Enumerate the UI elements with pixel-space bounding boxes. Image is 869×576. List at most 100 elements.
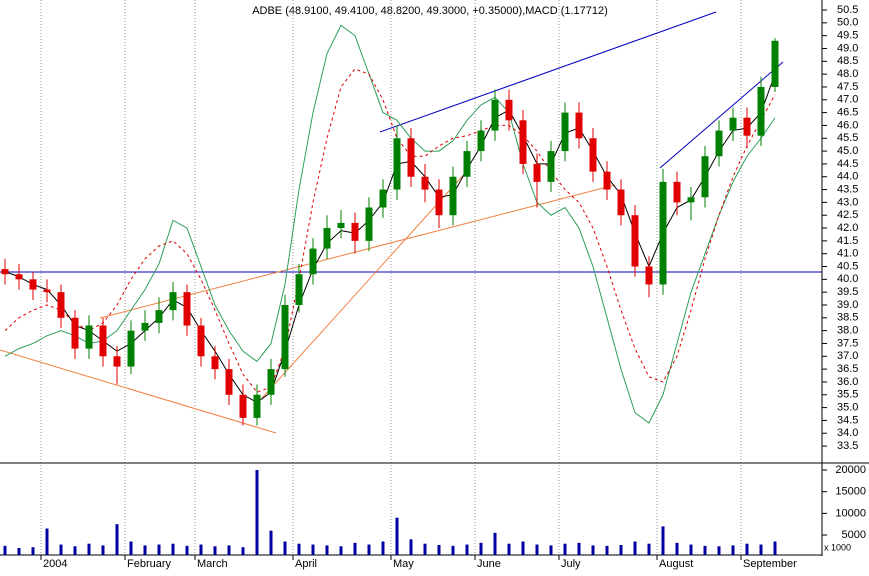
candle-body bbox=[113, 356, 121, 367]
trend-line bbox=[261, 169, 469, 399]
volume-tick-label: 10000 bbox=[835, 507, 866, 519]
volume-bar bbox=[241, 547, 245, 555]
candle-body bbox=[197, 325, 205, 357]
chart-title: ADBE (48.9100, 49.4100, 48.8200, 49.3000… bbox=[252, 5, 608, 17]
candle-body bbox=[533, 163, 541, 182]
volume-bar bbox=[45, 528, 49, 555]
candle-body bbox=[743, 117, 751, 136]
volume-bar bbox=[381, 541, 385, 555]
volume-bar bbox=[437, 544, 441, 555]
y-tick-label: 41.5 bbox=[837, 235, 858, 247]
volume-bar bbox=[87, 543, 91, 555]
x-tick-label: February bbox=[127, 558, 172, 570]
y-tick-label: 45.5 bbox=[837, 132, 858, 144]
candle-body bbox=[561, 112, 569, 152]
volume-bar bbox=[465, 544, 469, 555]
volume-bar bbox=[17, 548, 21, 555]
y-tick-label: 39.0 bbox=[837, 299, 858, 311]
volume-bar bbox=[73, 546, 77, 555]
candle-body bbox=[365, 207, 373, 241]
volume-tick-label: 5000 bbox=[842, 529, 866, 541]
volume-bar bbox=[297, 543, 301, 555]
candle-body bbox=[29, 279, 37, 290]
candle-body bbox=[659, 181, 667, 285]
x-tick-label: 2004 bbox=[43, 558, 67, 570]
volume-bar bbox=[549, 545, 553, 555]
y-tick-label: 47.0 bbox=[837, 94, 858, 106]
y-tick-label: 36.5 bbox=[837, 363, 858, 375]
volume-bar bbox=[339, 546, 343, 555]
y-tick-label: 35.5 bbox=[837, 389, 858, 401]
volume-bar bbox=[703, 545, 707, 555]
volume-bar bbox=[577, 542, 581, 555]
candle-body bbox=[393, 138, 401, 190]
candle-body bbox=[379, 189, 387, 208]
candle-body bbox=[281, 304, 289, 370]
volume-bar bbox=[759, 544, 763, 555]
candle-body bbox=[323, 228, 331, 249]
volume-bar bbox=[619, 544, 623, 555]
y-tick-label: 46.5 bbox=[837, 107, 858, 119]
candle-body bbox=[519, 120, 527, 164]
candle-body bbox=[141, 322, 149, 331]
volume-bar bbox=[129, 541, 133, 555]
candle-body bbox=[729, 117, 737, 131]
y-tick-label: 48.0 bbox=[837, 68, 858, 80]
candle-body bbox=[71, 317, 79, 349]
y-tick-label: 35.0 bbox=[837, 402, 858, 414]
candle-body bbox=[701, 156, 709, 198]
volume-bar bbox=[171, 543, 175, 555]
candle-body bbox=[715, 130, 723, 157]
x-tick-label: July bbox=[561, 558, 581, 570]
y-tick-label: 49.0 bbox=[837, 42, 858, 54]
y-tick-label: 45.0 bbox=[837, 145, 858, 157]
candle-body bbox=[631, 215, 639, 267]
candle-body bbox=[407, 138, 415, 177]
trend-line bbox=[0, 349, 277, 434]
candle-body bbox=[547, 151, 555, 182]
volume-tick-label: 20000 bbox=[835, 464, 866, 476]
candle-body bbox=[337, 222, 345, 229]
candle-body bbox=[267, 369, 275, 395]
candle-body bbox=[435, 189, 443, 216]
x-tick-label: April bbox=[295, 558, 317, 570]
candle-body bbox=[603, 171, 611, 190]
volume-bar bbox=[115, 524, 119, 555]
volume-bar bbox=[3, 545, 7, 555]
volume-bar bbox=[647, 543, 651, 555]
candle-body bbox=[155, 310, 163, 323]
candle-body bbox=[645, 266, 653, 285]
y-tick-label: 33.5 bbox=[837, 440, 858, 452]
volume-bar bbox=[633, 541, 637, 555]
volume-bar bbox=[395, 517, 399, 555]
y-tick-label: 34.5 bbox=[837, 414, 858, 426]
x-tick-label: March bbox=[197, 558, 228, 570]
candle-body bbox=[575, 112, 583, 139]
trend-line bbox=[379, 11, 717, 133]
x-tick-label: September bbox=[743, 558, 797, 570]
y-tick-label: 48.5 bbox=[837, 55, 858, 67]
volume-bar bbox=[675, 542, 679, 555]
y-tick-label: 39.5 bbox=[837, 286, 858, 298]
volume-bar bbox=[745, 543, 749, 555]
y-tick-label: 43.5 bbox=[837, 183, 858, 195]
candle-body bbox=[351, 222, 359, 241]
y-tick-label: 44.0 bbox=[837, 171, 858, 183]
x-tick-label: August bbox=[659, 558, 693, 570]
volume-bar bbox=[493, 532, 497, 555]
overlay-line bbox=[4, 24, 776, 424]
candle-body bbox=[687, 197, 695, 203]
volume-bar bbox=[731, 545, 735, 555]
candle-body bbox=[295, 274, 303, 305]
candle-body bbox=[617, 189, 625, 216]
volume-bar bbox=[283, 541, 287, 555]
volume-bar bbox=[423, 543, 427, 555]
volume-bar bbox=[227, 545, 231, 555]
y-tick-label: 38.5 bbox=[837, 312, 858, 324]
y-tick-label: 38.0 bbox=[837, 325, 858, 337]
volume-bar bbox=[591, 545, 595, 555]
y-tick-label: 43.0 bbox=[837, 196, 858, 208]
y-tick-label: 40.5 bbox=[837, 260, 858, 272]
candle-body bbox=[183, 292, 191, 326]
